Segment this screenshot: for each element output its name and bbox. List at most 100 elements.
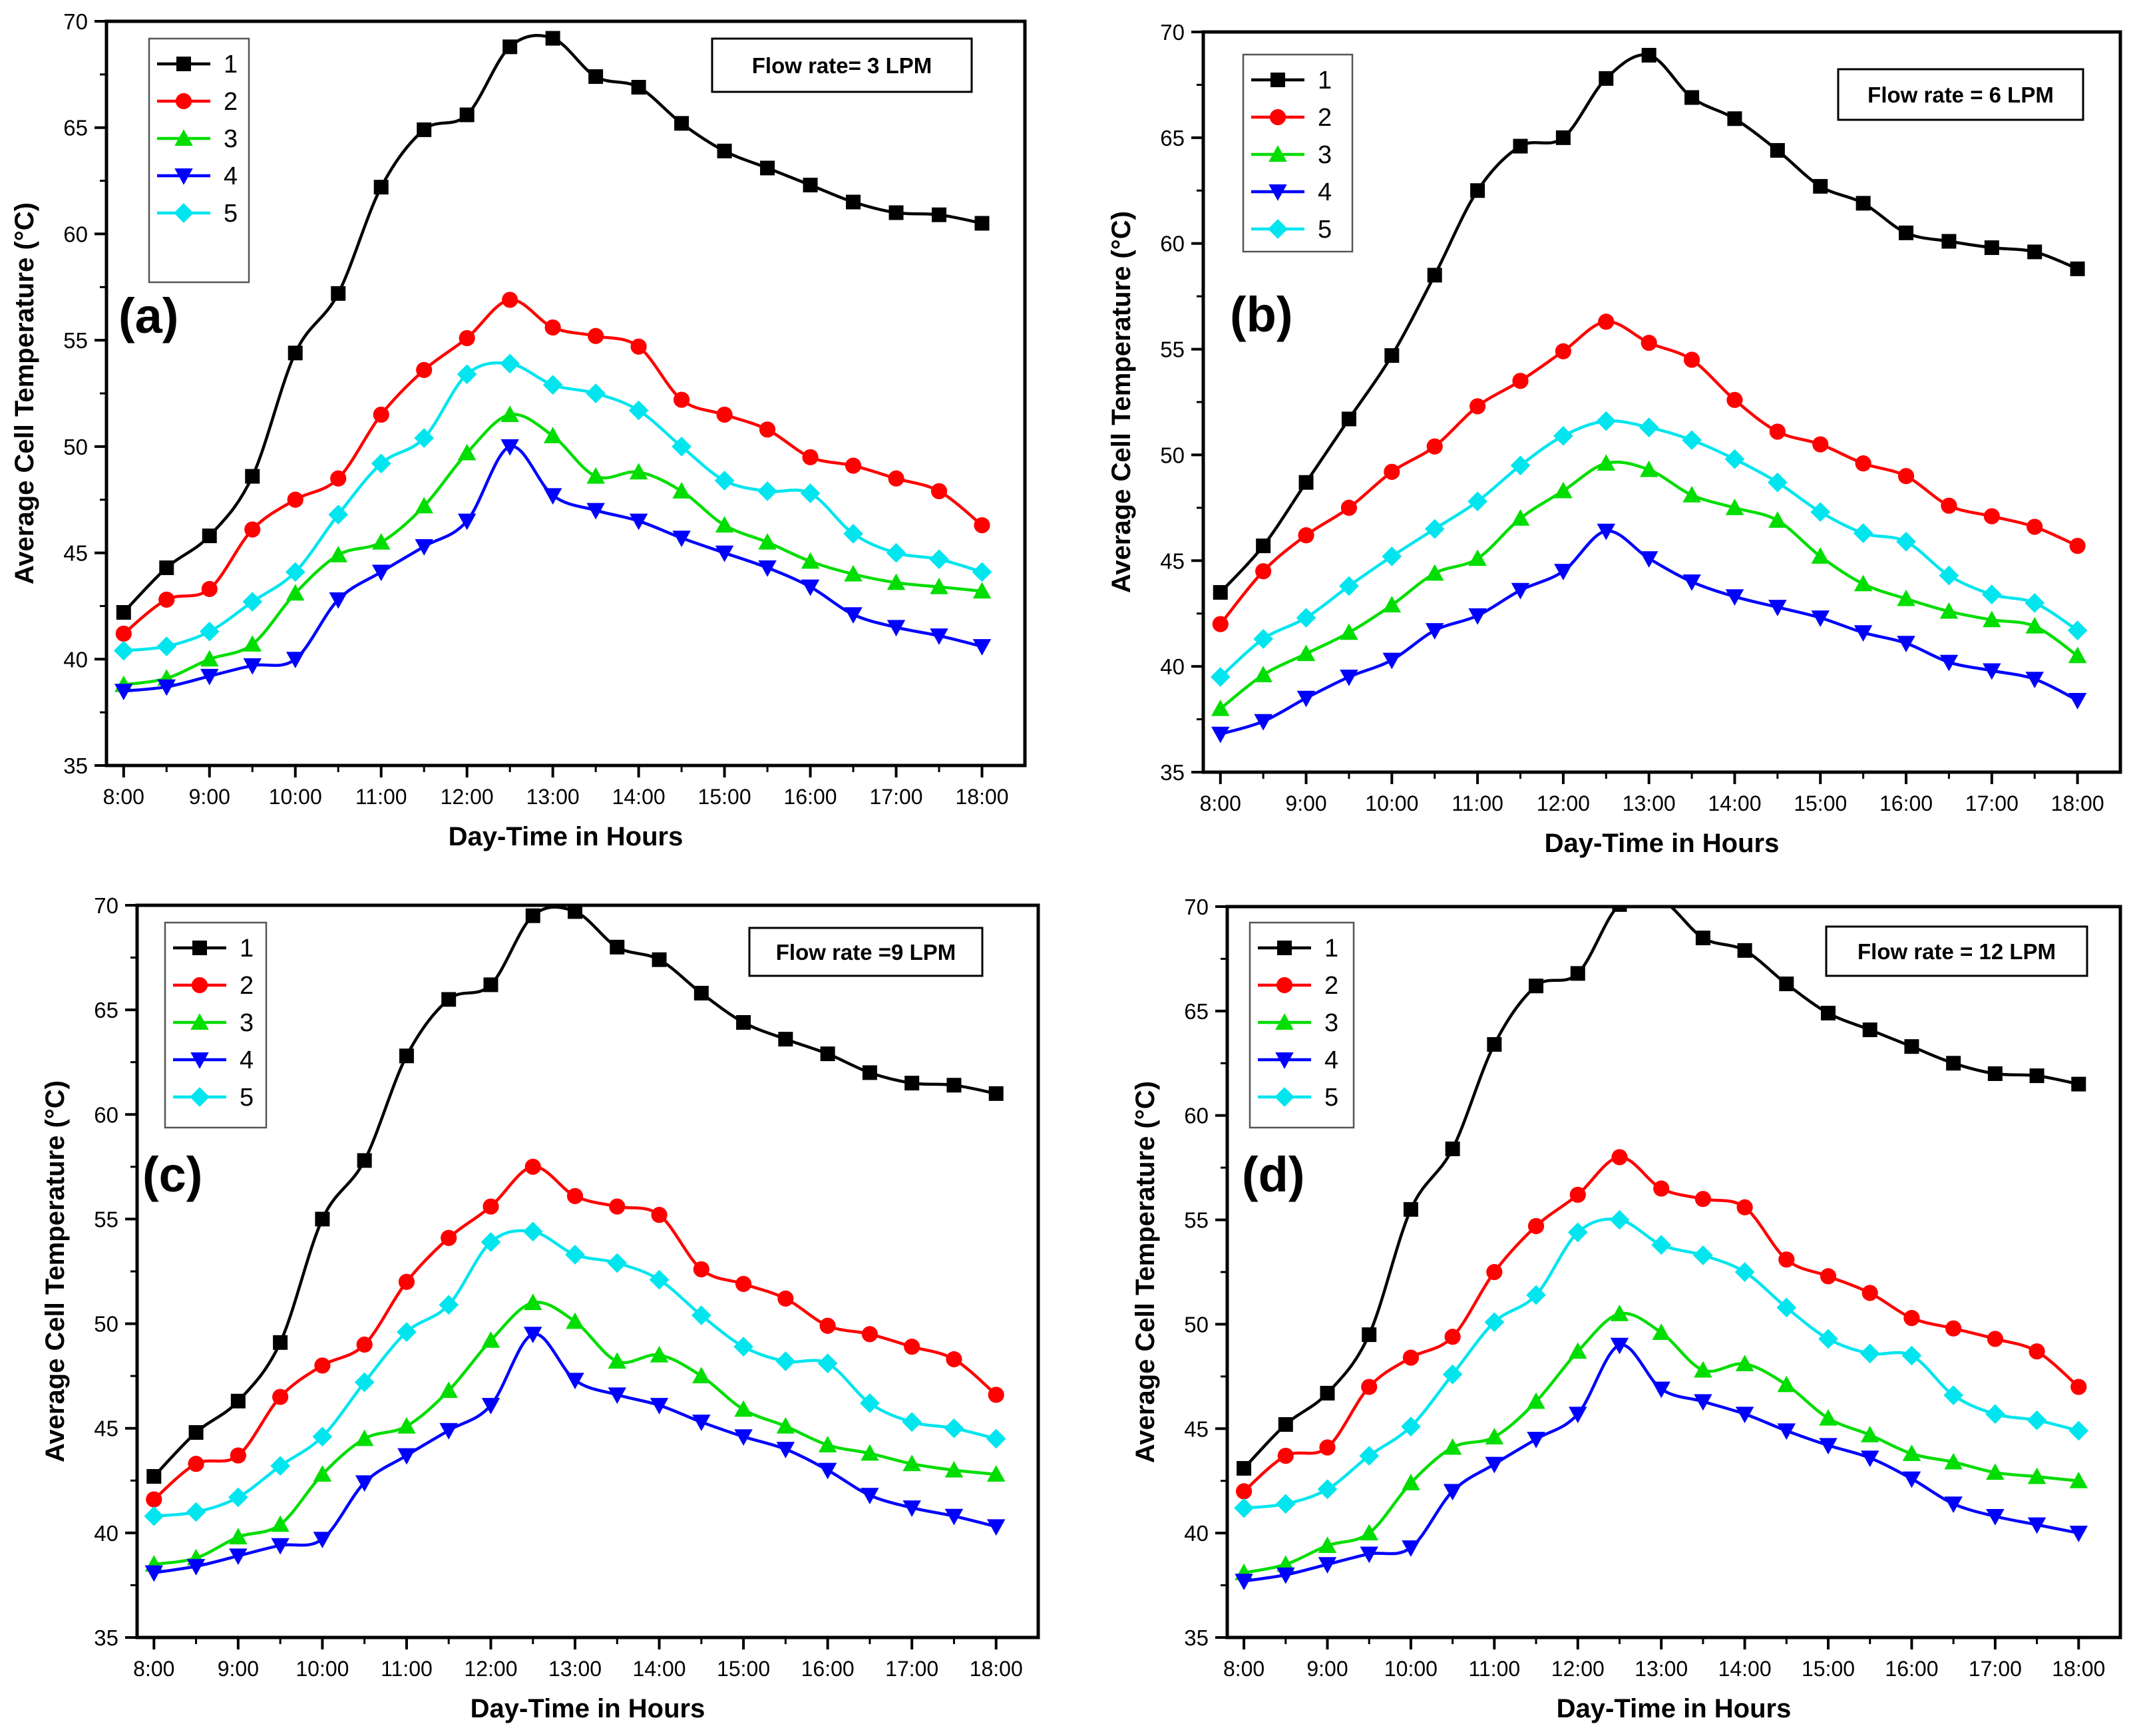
data-point bbox=[586, 383, 606, 403]
data-point bbox=[1821, 1005, 1836, 1020]
flow-rate-annotation: Flow rate = 12 LPM bbox=[1825, 925, 2088, 977]
data-point bbox=[946, 1351, 962, 1368]
data-point bbox=[1598, 314, 1615, 330]
series-3 bbox=[1211, 454, 2087, 716]
data-point bbox=[287, 491, 303, 508]
y-tick-label: 45 bbox=[1184, 1416, 1209, 1441]
data-point bbox=[1986, 1463, 2005, 1480]
data-point bbox=[861, 1326, 878, 1343]
data-point bbox=[1402, 1349, 1420, 1366]
x-tick-label: 13:00 bbox=[1623, 791, 1676, 815]
data-point bbox=[568, 905, 583, 919]
data-point bbox=[1254, 714, 1272, 731]
legend-label: 3 bbox=[1324, 1009, 1338, 1037]
data-point bbox=[2025, 672, 2044, 688]
x-axis: 8:00 9:00 10:00 11:00 12:00 13:00 14:00 15:00 16… bbox=[133, 1637, 1023, 1681]
data-point bbox=[286, 584, 305, 601]
legend-marker bbox=[174, 129, 193, 146]
data-point bbox=[1694, 1191, 1711, 1207]
data-point bbox=[972, 639, 992, 656]
annotation-box bbox=[1825, 925, 2088, 977]
x-tick-label: 11:00 bbox=[1468, 1657, 1520, 1681]
annotation-text: Flow rate= 3 LPM bbox=[752, 53, 932, 78]
data-point bbox=[1443, 1484, 1462, 1501]
data-point bbox=[357, 1153, 372, 1168]
data-point bbox=[902, 1500, 921, 1517]
data-point bbox=[672, 531, 691, 547]
series-2 bbox=[1235, 1149, 2087, 1500]
data-point bbox=[500, 439, 519, 456]
data-point bbox=[1470, 183, 1485, 198]
data-point bbox=[500, 405, 519, 422]
data-point bbox=[1734, 1262, 1755, 1282]
y-tick-label: 65 bbox=[1160, 126, 1185, 150]
data-point bbox=[986, 1519, 1006, 1536]
data-point bbox=[800, 483, 821, 503]
data-point bbox=[1235, 1483, 1253, 1500]
data-point bbox=[1652, 1323, 1670, 1340]
data-point bbox=[693, 1261, 709, 1277]
data-point bbox=[1654, 907, 1669, 908]
data-point bbox=[371, 453, 391, 474]
data-point bbox=[888, 470, 904, 487]
series-1 bbox=[116, 31, 990, 620]
series-4 bbox=[1235, 1337, 2088, 1591]
legend-marker bbox=[1268, 184, 1287, 201]
data-point bbox=[1896, 531, 1916, 552]
data-point bbox=[733, 1337, 753, 1357]
data-point bbox=[1695, 931, 1710, 946]
data-point bbox=[1694, 1394, 1712, 1411]
legend-marker bbox=[174, 203, 194, 223]
data-point bbox=[1682, 430, 1702, 451]
data-point bbox=[1555, 343, 1571, 359]
x-axis-title: Day-Time in Hours bbox=[471, 1694, 705, 1723]
data-point bbox=[1211, 699, 1230, 716]
data-point bbox=[544, 319, 561, 336]
x-tick-label: 13:00 bbox=[1635, 1657, 1688, 1681]
data-point bbox=[329, 546, 347, 562]
y-tick-label: 35 bbox=[94, 1626, 118, 1650]
data-point bbox=[399, 1048, 414, 1064]
y-tick-label: 60 bbox=[94, 1102, 118, 1127]
data-point bbox=[270, 1456, 290, 1476]
data-point bbox=[543, 488, 562, 505]
data-point bbox=[186, 1559, 206, 1576]
y-tick-label: 50 bbox=[1184, 1312, 1209, 1337]
legend-label: 2 bbox=[1318, 104, 1332, 132]
data-point bbox=[1813, 178, 1828, 194]
data-point bbox=[1853, 523, 1873, 543]
data-point bbox=[245, 469, 260, 484]
data-point bbox=[1596, 411, 1617, 431]
legend-marker bbox=[192, 941, 207, 955]
data-point bbox=[416, 361, 433, 378]
data-point bbox=[1511, 582, 1530, 600]
data-point bbox=[691, 1305, 711, 1325]
data-point bbox=[1401, 1416, 1421, 1436]
data-point bbox=[1684, 90, 1700, 105]
legend-marker bbox=[190, 1013, 209, 1030]
data-point bbox=[1298, 475, 1314, 490]
data-point bbox=[417, 122, 432, 137]
data-point bbox=[2025, 617, 2044, 634]
legend-marker bbox=[191, 977, 208, 994]
data-point bbox=[371, 533, 391, 550]
data-point bbox=[397, 1322, 417, 1342]
data-point bbox=[886, 542, 906, 563]
data-point bbox=[459, 107, 475, 122]
legend-marker bbox=[190, 1052, 209, 1069]
series-3 bbox=[1235, 1304, 2088, 1580]
y-tick-label: 40 bbox=[1184, 1521, 1209, 1546]
series-5 bbox=[1234, 1209, 2089, 1518]
flow-rate-annotation: Flow rate = 6 LPM bbox=[1837, 68, 2084, 121]
data-point bbox=[481, 1398, 500, 1414]
data-point bbox=[273, 1335, 288, 1350]
data-point bbox=[693, 986, 709, 1000]
data-point bbox=[1442, 1364, 1463, 1385]
data-point bbox=[988, 1086, 1004, 1101]
y-axis-title: Average Cell Temperature (°C) bbox=[10, 202, 39, 584]
series-1 bbox=[1237, 907, 2086, 1476]
data-point bbox=[522, 1221, 543, 1242]
y-tick-label: 70 bbox=[63, 9, 88, 34]
data-point bbox=[1735, 1407, 1754, 1424]
